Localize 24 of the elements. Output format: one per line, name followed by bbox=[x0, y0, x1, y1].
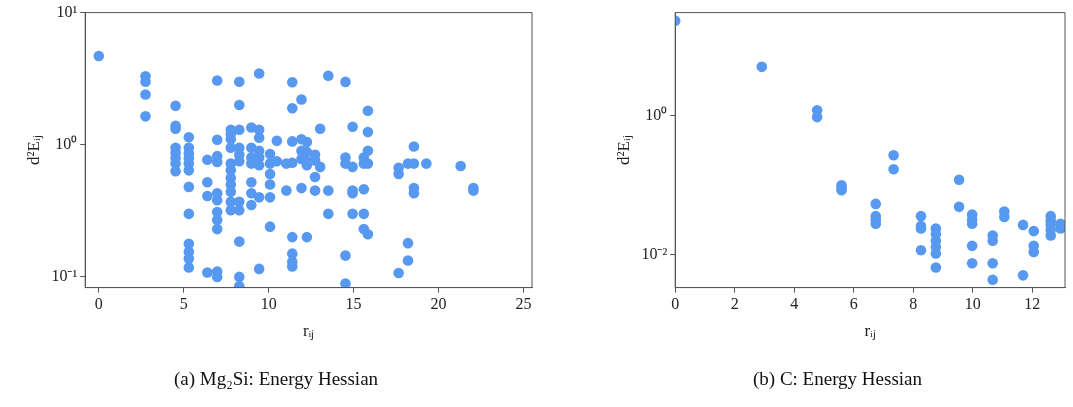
x-tick-label: 20 bbox=[430, 295, 447, 313]
y-tick-label: 10⁻¹ bbox=[51, 267, 78, 285]
text: (a) Mg₂Si: Energy Hessian bbox=[173, 367, 379, 390]
x-tick-label: 25 bbox=[515, 295, 532, 313]
y-tick-label: 10⁰ bbox=[645, 105, 668, 123]
x-tick-label: 0 bbox=[94, 295, 103, 313]
x-axis-title: rᵢⱼ bbox=[302, 321, 315, 342]
x-tick-label: 15 bbox=[345, 295, 362, 313]
y-tick-label: 10¹ bbox=[56, 2, 78, 20]
x-tick-label: 8 bbox=[909, 295, 918, 313]
x-axis-title: rᵢⱼ bbox=[864, 321, 876, 342]
text: (b) C: Energy Hessian bbox=[752, 367, 923, 390]
y-axis-title: d²Eᵢⱼ bbox=[23, 135, 44, 165]
x-tick-label: 10 bbox=[260, 295, 277, 313]
x-tick-label: 5 bbox=[179, 295, 188, 313]
x-tick-label: 0 bbox=[671, 295, 680, 313]
y-tick-label: 10⁰ bbox=[55, 134, 78, 152]
x-tick-label: 4 bbox=[790, 295, 799, 313]
x-tick-label: 6 bbox=[849, 295, 858, 313]
x-tick-label: 10 bbox=[964, 295, 981, 313]
y-axis-title: d²Eᵢⱼ bbox=[613, 135, 634, 165]
x-tick-label: 12 bbox=[1024, 295, 1041, 313]
x-tick-label: 2 bbox=[730, 295, 739, 313]
y-tick-label: 10⁻² bbox=[641, 245, 668, 263]
